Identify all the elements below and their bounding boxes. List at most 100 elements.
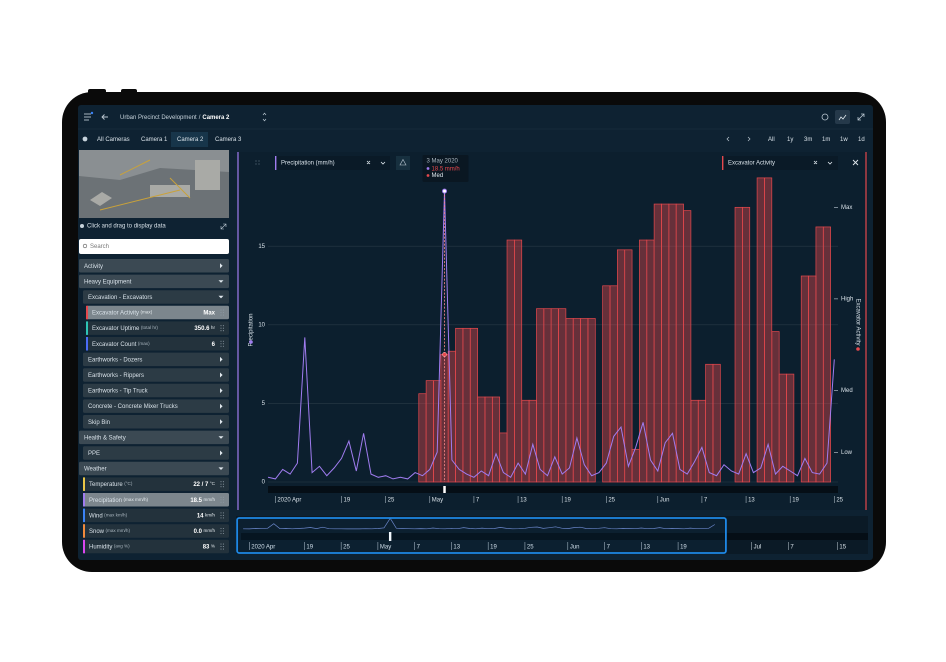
- x-tick-label: 7: [476, 498, 480, 504]
- group-item[interactable]: [79, 430, 229, 445]
- dot: [222, 314, 224, 316]
- drag-handle[interactable]: [220, 309, 224, 316]
- item-name: Activity: [84, 263, 103, 269]
- item-name: Earthworks - Tip Truck: [88, 388, 149, 394]
- group-item[interactable]: [79, 259, 229, 273]
- chevron-right: [220, 419, 223, 425]
- metric-item[interactable]: [83, 508, 229, 523]
- item-note: (°C): [124, 481, 133, 486]
- metric-item[interactable]: [83, 539, 229, 554]
- range-button[interactable]: All: [768, 137, 775, 143]
- y-tick-label: 10: [258, 322, 265, 328]
- dot: [220, 330, 222, 332]
- select-controls[interactable]: [366, 160, 386, 165]
- alert-button[interactable]: [396, 156, 410, 170]
- group-item[interactable]: [79, 461, 229, 476]
- drag-handle[interactable]: [220, 340, 224, 347]
- drag-handle[interactable]: [220, 496, 224, 503]
- range-button[interactable]: 1m: [822, 137, 830, 143]
- y-tick-label: 0: [262, 480, 266, 486]
- group-item[interactable]: [83, 290, 229, 304]
- item-label: Excavator Count (max): [92, 341, 150, 347]
- group-item[interactable]: [83, 446, 229, 460]
- activity-bar: [477, 396, 486, 483]
- x-tick-label: 7: [704, 498, 708, 504]
- group-item[interactable]: [83, 368, 229, 382]
- activity-bar: [764, 177, 773, 483]
- camera-tab[interactable]: All Cameras: [97, 137, 130, 143]
- dot: [220, 309, 222, 311]
- camera-hint: Click and drag to display data: [87, 224, 166, 230]
- metric-item[interactable]: [86, 321, 229, 335]
- right-series-select[interactable]: [722, 156, 838, 170]
- value-unit: mm/h: [204, 528, 216, 533]
- item-note: (max): [138, 341, 150, 346]
- item-name: Weather: [84, 466, 107, 472]
- left-series-color: [275, 156, 277, 170]
- navigator-tick-label: 13: [643, 545, 650, 551]
- search-box[interactable]: [79, 239, 229, 254]
- camera-tab[interactable]: Camera 2: [177, 137, 204, 143]
- y2-tick-label: Med: [841, 388, 853, 394]
- camera-tab[interactable]: Camera 3: [215, 137, 242, 143]
- dot: [222, 543, 224, 545]
- drag-handle[interactable]: [220, 325, 224, 332]
- select-controls[interactable]: [813, 160, 833, 165]
- item-value: Max: [203, 310, 215, 316]
- item-value: 14 km/h: [197, 513, 216, 519]
- menu-icon[interactable]: [84, 111, 94, 121]
- metric-item[interactable]: [86, 305, 229, 320]
- chart-toggle[interactable]: [835, 110, 850, 124]
- item-label: Concrete - Concrete Mixer Trucks: [88, 404, 178, 410]
- drag-handle[interactable]: [220, 481, 224, 488]
- group-item[interactable]: [83, 383, 229, 398]
- tooltip-level: Med: [432, 173, 444, 179]
- drag-handle[interactable]: [220, 543, 224, 550]
- metric-item[interactable]: [83, 524, 229, 538]
- metric-item[interactable]: [86, 337, 229, 351]
- back-icon[interactable]: [101, 114, 108, 120]
- dot: [220, 548, 222, 550]
- navigator-window[interactable]: [236, 517, 727, 554]
- shield-icon[interactable]: [821, 113, 829, 121]
- active-tab[interactable]: [171, 132, 208, 147]
- group-item[interactable]: [83, 399, 229, 413]
- group-item[interactable]: [79, 274, 229, 289]
- chevron-right: [220, 403, 223, 409]
- drag-handle[interactable]: [220, 512, 224, 519]
- value-unit: °C: [210, 481, 216, 486]
- y-axis-dot: [249, 340, 253, 344]
- drag-handle[interactable]: [255, 160, 260, 165]
- group-item[interactable]: [83, 352, 229, 367]
- search-icon: [82, 243, 88, 249]
- fullscreen-icon[interactable]: [220, 223, 227, 230]
- range-button[interactable]: 1y: [787, 137, 793, 143]
- camera-switch-icon[interactable]: [262, 112, 267, 122]
- group-item[interactable]: [83, 415, 229, 429]
- metric-item[interactable]: [83, 477, 229, 491]
- close-chart[interactable]: [852, 159, 859, 166]
- date-scrubber[interactable]: [268, 486, 838, 493]
- range-button[interactable]: 1d: [858, 137, 865, 143]
- metric-item[interactable]: [83, 493, 229, 507]
- tooltip: [422, 155, 469, 182]
- next-icon[interactable]: [747, 136, 751, 142]
- item-name: Temperature: [89, 482, 123, 488]
- breadcrumb: Urban Precinct Development / Camera 2: [120, 115, 230, 121]
- dot: [220, 496, 222, 498]
- item-label: Wind (max km/h): [89, 513, 128, 519]
- camera-tab[interactable]: Camera 1: [141, 137, 168, 143]
- left-series-select[interactable]: [275, 156, 390, 170]
- drag-handle[interactable]: [220, 527, 224, 535]
- navigator-tick-label: 7: [417, 545, 421, 551]
- range-button[interactable]: 1w: [840, 137, 848, 143]
- activity-bar: [580, 318, 589, 483]
- y2-tick-label: Max: [841, 205, 852, 211]
- metric-color: [83, 508, 85, 523]
- expand-icon[interactable]: [857, 113, 865, 121]
- dot: [220, 514, 222, 516]
- item-name: Humidity: [89, 544, 112, 550]
- value-unit: hr: [211, 325, 216, 330]
- prev-icon[interactable]: [726, 136, 730, 142]
- range-button[interactable]: 3m: [804, 137, 812, 143]
